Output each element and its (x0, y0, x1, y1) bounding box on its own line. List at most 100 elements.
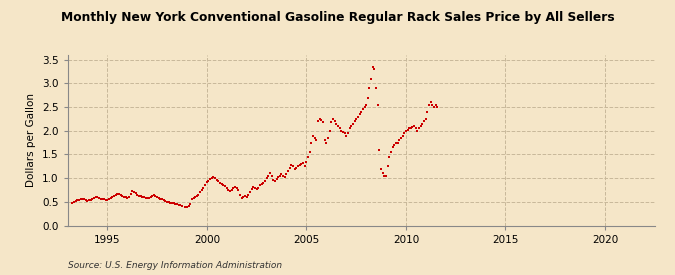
Point (402, 128, 413, 132)
Point (188, 196, 199, 200)
Point (171, 202, 182, 206)
Point (90, 195, 101, 199)
Point (235, 192, 246, 197)
Point (326, 120, 337, 125)
Point (414, 126, 425, 131)
Point (397, 133, 408, 138)
Point (288, 164, 298, 169)
Point (99, 197, 109, 202)
Point (95, 196, 106, 201)
Point (387, 145, 398, 150)
Point (332, 124, 343, 128)
Point (207, 176, 217, 180)
Point (163, 200, 174, 205)
Point (286, 163, 297, 167)
Point (301, 160, 312, 164)
Point (183, 204, 194, 208)
Point (298, 161, 308, 165)
Text: Monthly New York Conventional Gasoline Regular Rack Sales Price by All Sellers: Monthly New York Conventional Gasoline R… (61, 11, 614, 24)
Point (379, 174, 390, 178)
Point (329, 119, 340, 123)
Point (135, 194, 146, 198)
Point (356, 110, 367, 114)
Point (232, 185, 242, 190)
Y-axis label: Dollars per Gallon: Dollars per Gallon (26, 93, 36, 187)
Point (317, 120, 328, 125)
Point (182, 205, 192, 209)
Point (109, 194, 119, 198)
Point (72, 198, 83, 203)
Point (275, 174, 286, 178)
Point (315, 117, 325, 121)
Point (92, 194, 103, 199)
Point (417, 122, 428, 126)
Point (300, 164, 310, 169)
Point (371, 86, 381, 90)
Point (424, 103, 435, 107)
Point (362, 95, 373, 100)
Point (271, 177, 282, 181)
Point (110, 192, 121, 197)
Point (338, 130, 348, 134)
Point (101, 198, 111, 202)
Point (238, 195, 248, 199)
Point (158, 198, 169, 202)
Point (409, 124, 420, 128)
Point (382, 164, 393, 169)
Point (248, 185, 259, 189)
Point (359, 105, 370, 109)
Point (276, 172, 287, 177)
Point (122, 195, 132, 200)
Point (125, 192, 136, 196)
Point (213, 179, 224, 184)
Point (177, 204, 188, 208)
Point (201, 180, 212, 184)
Point (180, 204, 191, 209)
Point (394, 138, 405, 142)
Point (427, 103, 438, 107)
Point (69, 200, 80, 204)
Point (205, 177, 215, 181)
Point (250, 185, 261, 190)
Point (254, 183, 265, 188)
Point (210, 176, 221, 180)
Point (431, 103, 441, 107)
Point (425, 100, 436, 104)
Point (160, 199, 171, 203)
Point (124, 194, 134, 199)
Point (265, 171, 275, 176)
Point (196, 188, 207, 192)
Point (283, 169, 294, 173)
Point (67, 201, 78, 205)
Point (152, 194, 163, 199)
Point (263, 174, 273, 178)
Point (167, 200, 178, 205)
Point (226, 188, 237, 192)
Point (145, 195, 156, 199)
Point (86, 198, 97, 202)
Text: Source: U.S. Energy Information Administration: Source: U.S. Energy Information Administ… (68, 260, 281, 270)
Point (306, 141, 317, 145)
Point (168, 201, 179, 205)
Point (107, 195, 117, 199)
Point (389, 143, 400, 147)
Point (87, 197, 98, 202)
Point (327, 117, 338, 121)
Point (277, 174, 288, 178)
Point (142, 196, 153, 200)
Point (357, 107, 368, 112)
Point (143, 195, 154, 200)
Point (102, 198, 113, 203)
Point (407, 125, 418, 129)
Point (173, 202, 184, 207)
Point (374, 147, 385, 152)
Point (130, 191, 141, 196)
Point (321, 141, 331, 145)
Point (364, 86, 375, 90)
Point (381, 174, 392, 178)
Point (309, 136, 320, 140)
Point (432, 105, 443, 109)
Point (240, 194, 250, 198)
Point (80, 198, 91, 202)
Point (281, 172, 292, 177)
